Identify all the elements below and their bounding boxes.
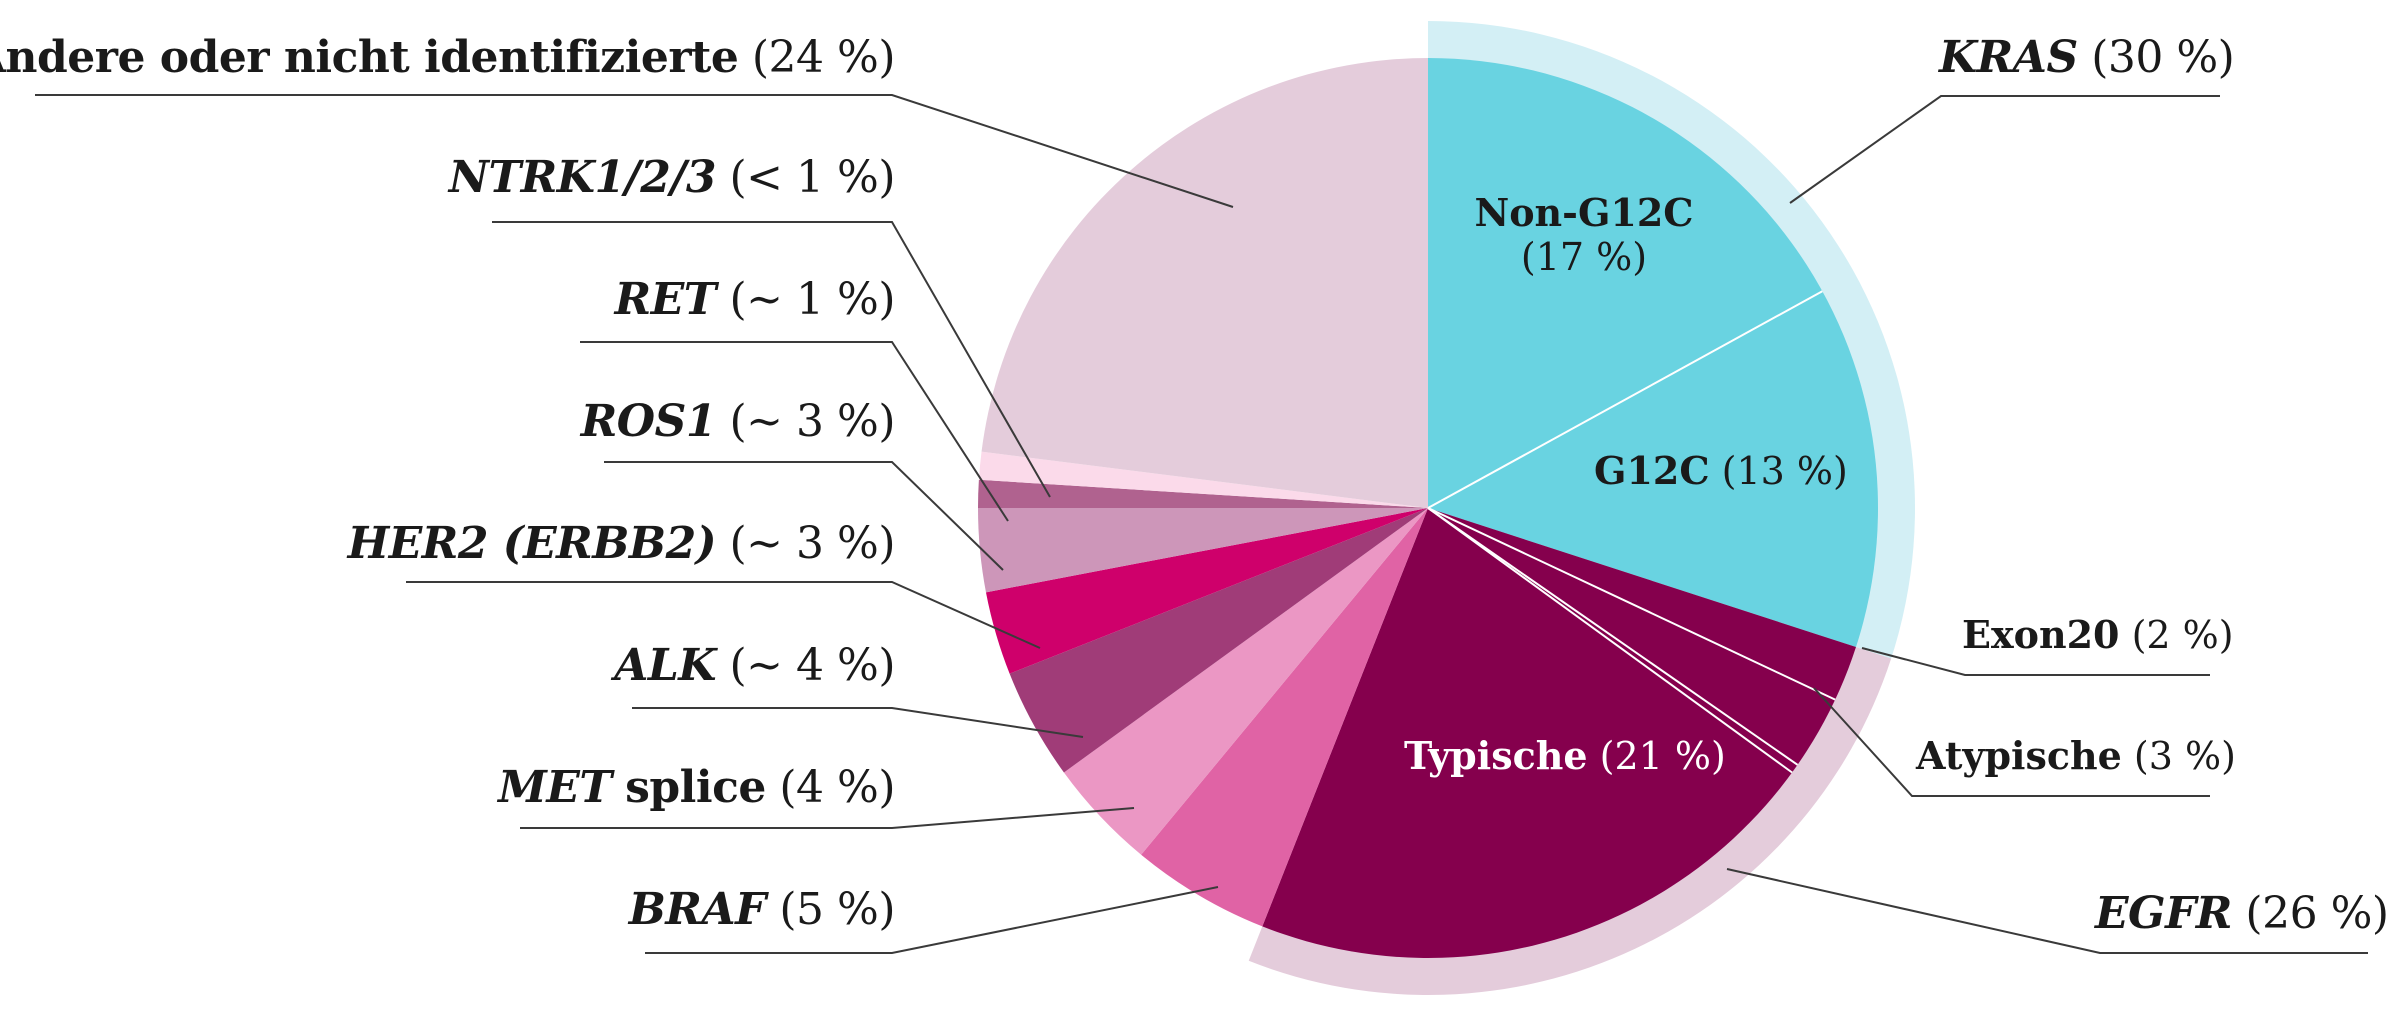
label-ret: RET (~ 1 %) [614, 274, 896, 325]
label-ntrk: NTRK1/2/3 (< 1 %) [448, 152, 896, 203]
slice-egfr [1262, 508, 1856, 959]
slice-her2-erbb2 [985, 508, 1428, 674]
label-g12c: G12C (13 %) [1594, 448, 1848, 493]
leader-atypische [1813, 687, 2210, 797]
divider-typische [1427, 507, 1793, 774]
leader-ret [580, 341, 1009, 522]
slice-kras [1428, 58, 1879, 648]
sub-dividers [1427, 290, 1836, 774]
leader-alk [632, 707, 1084, 738]
label-braf: BRAF (5 %) [628, 884, 896, 935]
leader-lines [35, 94, 2368, 954]
label-atypische: Atypische (3 %) [1916, 733, 2236, 778]
slice-braf [1141, 508, 1428, 927]
divider-atypische-end [1427, 507, 1799, 766]
slice-ros1 [978, 508, 1428, 593]
label-non-g12c: Non-G12C (17 %) [1474, 190, 1694, 279]
leader-ntrk [492, 221, 1051, 498]
leader-her2 [406, 581, 1041, 649]
label-met: MET splice (4 %) [498, 762, 895, 813]
leader-exon20 [1861, 647, 2210, 676]
label-her2: HER2 (ERBB2) (~ 3 %) [347, 518, 896, 569]
label-alk: ALK (~ 4 %) [614, 640, 895, 691]
slice-ret [978, 479, 1428, 508]
label-ros1: ROS1 (~ 3 %) [580, 396, 896, 447]
leader-ros1 [604, 461, 1004, 571]
leader-met [520, 807, 1135, 829]
label-typische: Typische (21 %) [1404, 733, 1726, 778]
leader-braf [645, 886, 1219, 954]
leader-andere [35, 94, 1234, 208]
divider-atypische [1427, 507, 1836, 701]
label-exon20: Exon20 (2 %) [1962, 612, 2234, 657]
slice-andere-oder-nicht-identifizierte [981, 58, 1428, 508]
label-egfr: EGFR (26 %) [2095, 888, 2389, 939]
leader-kras [1789, 95, 2220, 204]
divider-g12c [1427, 290, 1823, 509]
pie-slices [978, 58, 1879, 959]
slice-met-splice [1063, 508, 1428, 855]
label-andere: Andere oder nicht identifizierte (24 %) [0, 32, 896, 83]
slice-alk [1009, 508, 1428, 773]
label-kras: KRAS (30 %) [1939, 32, 2235, 83]
leader-egfr [1726, 868, 2368, 954]
slice-ntrk1-2-3 [978, 451, 1428, 508]
